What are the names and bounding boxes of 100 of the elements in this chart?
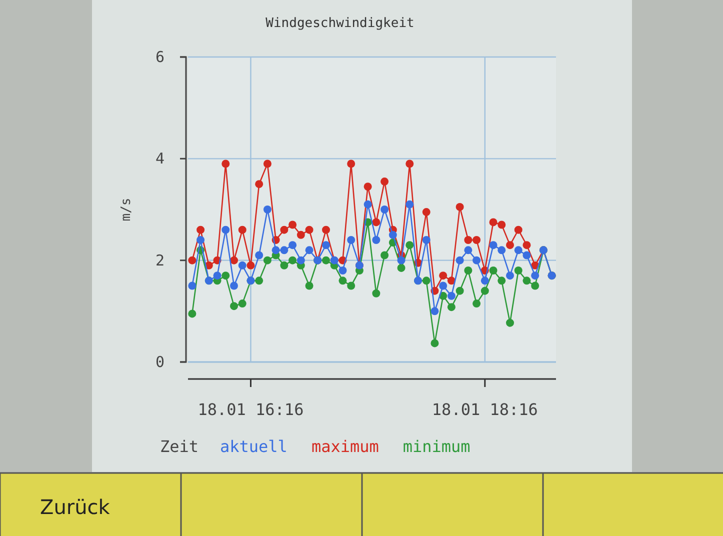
point	[472, 236, 481, 244]
point	[288, 256, 297, 264]
point	[406, 200, 414, 208]
point	[305, 282, 314, 290]
text: minimum	[402, 437, 470, 456]
point	[531, 272, 540, 280]
point	[322, 226, 330, 234]
point	[506, 318, 514, 327]
text: maximum	[311, 437, 379, 456]
point	[397, 256, 406, 264]
point	[238, 261, 246, 270]
point	[422, 208, 430, 216]
point	[322, 256, 330, 264]
point	[230, 282, 238, 290]
point	[472, 300, 481, 308]
chart-title: Windgeschwindigkeit	[266, 16, 414, 31]
point	[522, 276, 531, 285]
point	[255, 276, 264, 285]
point	[338, 276, 347, 285]
point	[347, 236, 356, 244]
point	[255, 180, 264, 188]
point	[456, 286, 464, 295]
point	[489, 266, 498, 274]
point	[447, 276, 456, 285]
point	[498, 246, 506, 254]
point	[196, 236, 205, 244]
point	[372, 218, 380, 226]
point	[506, 241, 514, 250]
point	[305, 246, 314, 254]
point	[464, 266, 472, 274]
point	[480, 286, 489, 295]
point	[280, 246, 288, 254]
x-tick-label: 18.01 18:16	[432, 400, 538, 419]
point	[439, 272, 448, 280]
point	[514, 246, 522, 254]
point	[380, 206, 389, 214]
point	[213, 272, 222, 280]
point	[489, 241, 498, 250]
point	[380, 251, 389, 260]
y-tick-label: 6	[155, 48, 165, 66]
point	[498, 220, 506, 229]
point	[447, 292, 456, 300]
point	[305, 226, 314, 234]
point	[439, 282, 448, 290]
point	[222, 272, 230, 280]
point	[372, 236, 380, 244]
point	[489, 218, 498, 226]
point	[347, 160, 356, 168]
point	[498, 276, 506, 285]
point	[406, 241, 414, 250]
point	[288, 220, 297, 229]
y-tick-label: 4	[155, 150, 165, 168]
point	[364, 200, 372, 208]
text: aktuell	[220, 437, 288, 456]
point	[464, 236, 472, 244]
point	[196, 226, 205, 234]
point	[263, 256, 272, 264]
point	[514, 266, 522, 274]
point	[280, 261, 288, 270]
point	[188, 256, 196, 264]
point	[296, 230, 305, 239]
point	[522, 251, 531, 260]
point	[464, 246, 472, 254]
point	[397, 264, 406, 272]
point	[480, 276, 489, 285]
y-tick-label: 2	[155, 251, 165, 270]
point	[238, 226, 246, 234]
point	[456, 256, 464, 264]
point	[522, 241, 531, 250]
point	[296, 256, 305, 264]
point	[238, 300, 246, 308]
point	[372, 289, 380, 298]
point	[255, 251, 264, 260]
point	[222, 160, 230, 168]
point	[406, 160, 414, 168]
x-tick-label: 18.01 16:16	[198, 400, 304, 419]
point	[380, 178, 389, 186]
point	[430, 339, 439, 348]
point	[531, 282, 540, 290]
point	[272, 246, 280, 254]
point	[514, 226, 522, 234]
point	[422, 276, 430, 285]
point	[430, 307, 439, 316]
point	[280, 226, 288, 234]
point	[288, 241, 297, 250]
point	[322, 241, 330, 250]
point	[230, 256, 238, 264]
point	[364, 182, 372, 191]
text: Zurück	[40, 495, 110, 519]
point	[506, 272, 514, 280]
point	[246, 261, 255, 270]
point	[188, 282, 196, 290]
point	[230, 302, 238, 310]
y-axis-title: m/s	[119, 198, 134, 222]
point	[472, 256, 481, 264]
point	[347, 282, 356, 290]
point	[447, 303, 456, 312]
point	[388, 230, 397, 239]
x-axis-title: Zeit	[160, 437, 199, 456]
point	[222, 226, 230, 234]
